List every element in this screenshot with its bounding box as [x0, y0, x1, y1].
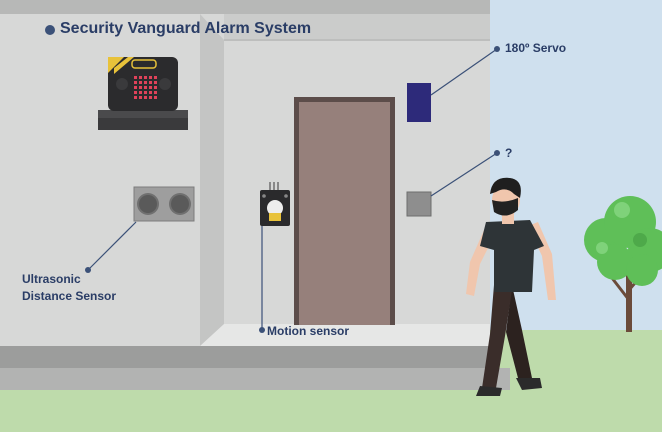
- led-pixel: [149, 86, 152, 89]
- led-pixel: [154, 96, 157, 99]
- door-panel: [299, 102, 390, 325]
- title-bullet: [45, 25, 55, 35]
- led-pixel: [154, 91, 157, 94]
- led-pixel: [154, 81, 157, 84]
- diagram-title: Security Vanguard Alarm System: [60, 20, 312, 37]
- walking-person-icon: [466, 177, 556, 396]
- unknown-component-label: ?: [505, 146, 513, 160]
- step: [0, 368, 510, 390]
- servo-motor-icon: [407, 83, 431, 122]
- led-pixel: [149, 76, 152, 79]
- ultrasonic-label-line2: Distance Sensor: [22, 289, 117, 303]
- servo-label: 180º Servo: [505, 41, 567, 55]
- servo-dot: [494, 46, 500, 52]
- servo-leader-line: [430, 48, 498, 96]
- led-matrix: [134, 76, 157, 99]
- led-pixel: [134, 76, 137, 79]
- led-pixel: [139, 86, 142, 89]
- foundation: [0, 346, 490, 368]
- unknown-leader-line: [430, 152, 498, 197]
- led-pixel: [154, 76, 157, 79]
- unknown-dot: [494, 150, 500, 156]
- led-pixel: [139, 81, 142, 84]
- upper-wall-band: [224, 14, 490, 40]
- wall-corner: [200, 14, 224, 346]
- motion-sensor-label: Motion sensor: [267, 324, 350, 338]
- microbit-board-icon: [98, 57, 188, 130]
- led-pixel: [134, 86, 137, 89]
- ultrasonic-dot: [85, 267, 91, 273]
- motion-dot: [259, 327, 265, 333]
- led-pixel: [134, 91, 137, 94]
- led-pixel: [144, 81, 147, 84]
- led-pixel: [149, 81, 152, 84]
- porch: [200, 324, 490, 346]
- led-pixel: [144, 76, 147, 79]
- led-pixel: [139, 96, 142, 99]
- pir-motion-sensor-icon: [260, 182, 290, 226]
- led-pixel: [144, 96, 147, 99]
- led-pixel: [134, 81, 137, 84]
- ultrasonic-leader-line: [87, 221, 137, 271]
- led-pixel: [154, 86, 157, 89]
- led-pixel: [149, 91, 152, 94]
- led-pixel: [144, 86, 147, 89]
- led-pixel: [149, 96, 152, 99]
- tree-icon: [584, 196, 662, 332]
- unknown-module-icon: [406, 191, 432, 217]
- led-pixel: [139, 76, 142, 79]
- led-pixel: [144, 91, 147, 94]
- ultrasonic-sensor-icon: [133, 186, 195, 222]
- roof-edge: [0, 0, 490, 14]
- building-wall: [0, 0, 490, 350]
- led-pixel: [134, 96, 137, 99]
- led-pixel: [139, 91, 142, 94]
- ultrasonic-label-line1: Ultrasonic: [22, 272, 81, 286]
